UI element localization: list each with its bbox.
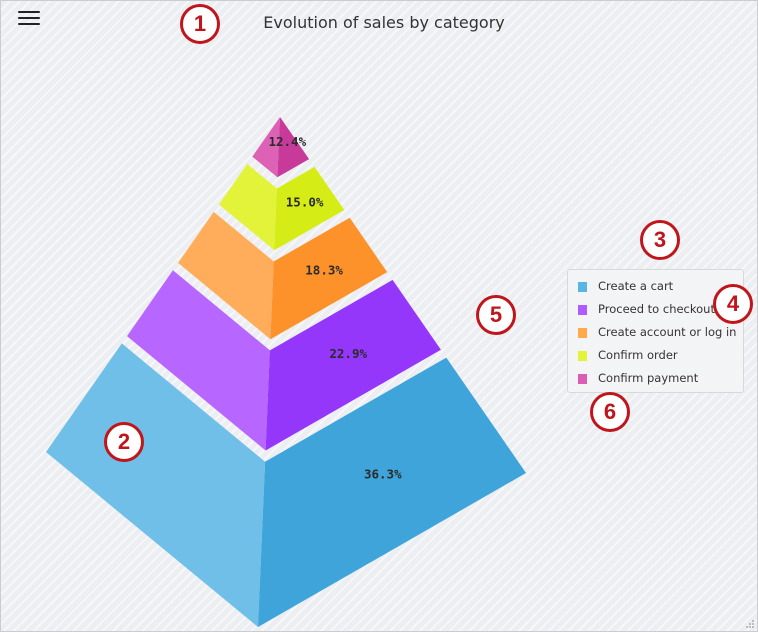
legend-label: Create account or log in (598, 325, 737, 339)
legend-label: Confirm payment (598, 371, 699, 385)
pyramid-segment-right-face (274, 166, 345, 251)
legend-item-create-cart[interactable]: Create a cart (578, 278, 748, 296)
legend-item-confirm-order[interactable]: Confirm order (578, 347, 748, 365)
legend-swatch (578, 328, 587, 338)
legend-item-create-account[interactable]: Create account or log in (578, 324, 748, 342)
annotation-badge-4: 4 (713, 284, 753, 324)
pyramid-segment-right-face (270, 217, 388, 340)
pyramid-segment-left-face (218, 164, 277, 251)
legend-label: Create a cart (598, 279, 674, 293)
legend: Create a cart Proceed to checkout Create… (567, 269, 744, 393)
data-label: 15.0% (286, 195, 324, 210)
pyramid-segment-left-face (252, 117, 280, 178)
menu-icon[interactable] (18, 8, 42, 26)
legend-swatch (578, 374, 587, 384)
legend-item-proceed-checkout[interactable]: Proceed to checkout (578, 301, 748, 319)
data-label: 12.4% (268, 134, 306, 149)
data-label: 18.3% (305, 262, 343, 277)
legend-swatch (578, 282, 587, 292)
legend-swatch (578, 351, 587, 361)
legend-item-confirm-payment[interactable]: Confirm payment (578, 370, 748, 388)
pyramid-segment-left-face (127, 270, 270, 451)
pyramid-segment-left-face (46, 343, 266, 627)
data-label: 36.3% (364, 467, 402, 482)
annotation-badge-2: 2 (104, 422, 144, 462)
pyramid-segment-right-face (277, 117, 310, 178)
data-label: 22.9% (329, 346, 367, 361)
annotation-badge-1: 1 (180, 4, 220, 44)
legend-label: Confirm order (598, 348, 678, 362)
chart-title: Evolution of sales by category (263, 13, 505, 32)
legend-label: Proceed to checkout (598, 302, 715, 316)
pyramid-segment-right-face (258, 357, 526, 627)
pyramid-segment-left-face (178, 211, 274, 340)
pyramid-segment-right-face (265, 279, 441, 451)
annotation-badge-6: 6 (590, 392, 630, 432)
resize-handle-icon[interactable] (745, 619, 755, 629)
annotation-badge-5: 5 (476, 295, 516, 335)
annotation-badge-3: 3 (640, 220, 680, 260)
legend-swatch (578, 305, 587, 315)
